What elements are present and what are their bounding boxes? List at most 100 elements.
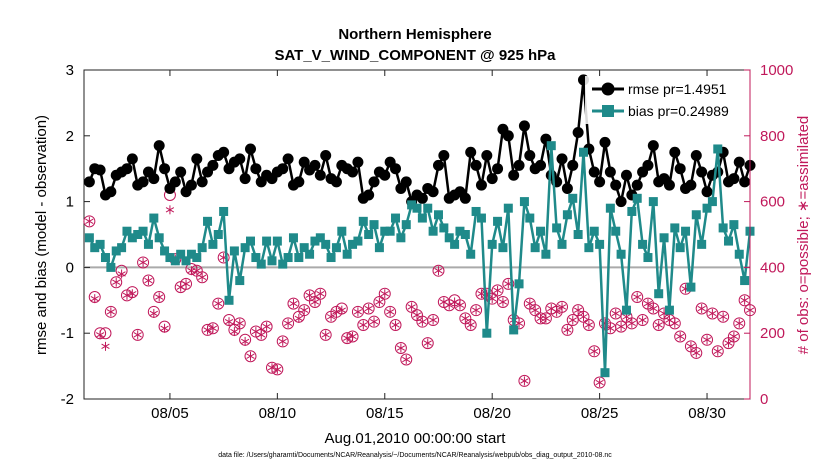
rmse-point xyxy=(416,192,428,204)
bias-point xyxy=(396,233,406,243)
legend-bias-marker xyxy=(602,105,614,117)
obs-possible-marker xyxy=(717,310,730,323)
rmse-point xyxy=(492,163,504,175)
obs-assimilated-stroke xyxy=(531,307,540,313)
rmse-point xyxy=(696,166,708,178)
rmse-point xyxy=(561,182,573,194)
obs-assimilated-stroke xyxy=(364,305,373,312)
y-axis-left-label: rmse and bias (model - observation) xyxy=(33,115,50,355)
obs-assimilated-marker xyxy=(396,343,406,353)
bias-point xyxy=(573,230,583,239)
obs-assimilated-marker xyxy=(713,346,722,356)
obs-assimilated-marker xyxy=(300,305,309,315)
rmse-point xyxy=(572,127,584,139)
obs-possible-marker xyxy=(308,295,321,308)
obs-assimilated-marker xyxy=(294,313,303,323)
rmse-point xyxy=(690,150,702,162)
obs-possible-marker xyxy=(727,330,740,343)
obs-assimilated-stroke xyxy=(676,333,685,340)
obs-possible-marker xyxy=(556,300,569,313)
rmse-point xyxy=(314,169,326,181)
rmse-point xyxy=(137,176,149,188)
obs-assimilated-marker xyxy=(101,341,110,351)
obs-assimilated-stroke xyxy=(203,327,212,333)
bias-point xyxy=(675,243,685,253)
bias-point xyxy=(552,223,562,233)
obs-assimilated-stroke xyxy=(735,320,744,327)
obs-assimilated-marker xyxy=(407,302,416,312)
bias-point xyxy=(240,243,250,253)
rmse-point xyxy=(175,166,187,178)
obs-assimilated-marker xyxy=(402,355,411,365)
rmse-point xyxy=(535,159,547,171)
obs-assimilated-marker xyxy=(337,305,346,315)
rmse-point xyxy=(83,176,95,188)
obs-assimilated-marker xyxy=(117,269,126,279)
bias-point xyxy=(380,226,390,236)
x-tick-label: 08/20 xyxy=(473,405,511,422)
obs-assimilated-marker xyxy=(326,312,336,322)
obs-assimilated-stroke xyxy=(724,340,733,346)
obs-possible-marker xyxy=(394,342,407,355)
bias-point xyxy=(95,239,105,249)
rmse-point xyxy=(185,179,197,191)
rmse-point xyxy=(481,150,493,162)
rmse-point xyxy=(239,173,251,185)
rmse-point xyxy=(126,153,138,165)
rmse-point xyxy=(508,169,520,181)
y-left-tick-label: 0 xyxy=(66,259,74,276)
obs-assimilated-stroke xyxy=(590,348,599,354)
obs-assimilated-stroke xyxy=(611,310,620,317)
obs-possible-marker xyxy=(733,317,746,330)
obs-assimilated-marker xyxy=(122,290,132,300)
obs-assimilated-stroke xyxy=(305,292,314,299)
obs-possible-marker xyxy=(609,307,622,320)
bias-point xyxy=(229,246,239,256)
bias-point xyxy=(589,226,599,236)
obs-assimilated-marker xyxy=(106,307,116,317)
rmse-point xyxy=(728,173,740,185)
bias-point xyxy=(605,203,615,213)
bias-point xyxy=(514,279,524,289)
rmse-point xyxy=(347,166,359,178)
obs-assimilated-marker xyxy=(144,276,153,286)
obs-possible-marker xyxy=(298,304,311,317)
obs-assimilated-stroke xyxy=(262,323,271,330)
obs-possible-marker xyxy=(518,374,531,387)
bias-point xyxy=(100,253,110,263)
bias-point xyxy=(197,243,207,253)
obs-assimilated-marker xyxy=(353,307,363,317)
obs-assimilated-stroke xyxy=(112,279,121,285)
bias-point xyxy=(455,226,465,236)
obs-possible-marker xyxy=(432,264,445,277)
obs-assimilated-marker xyxy=(208,323,218,333)
obs-assimilated-marker xyxy=(471,305,481,315)
bias-point xyxy=(272,236,282,246)
rmse-point xyxy=(379,169,391,181)
obs-assimilated-marker xyxy=(638,315,647,325)
legend-rmse-label: rmse pr=1.4951 xyxy=(628,81,727,97)
y-right-tick-label: 400 xyxy=(760,259,785,276)
bias-point xyxy=(450,239,460,249)
obs-assimilated-marker xyxy=(262,322,271,332)
obs-assimilated-marker xyxy=(654,320,663,330)
rmse-point xyxy=(556,153,568,165)
obs-assimilated-stroke xyxy=(670,320,679,327)
rmse-point xyxy=(459,192,471,204)
obs-possible-marker xyxy=(137,256,150,269)
obs-assimilated-stroke xyxy=(310,299,320,305)
bias-point xyxy=(256,259,266,269)
obs-possible-marker xyxy=(131,328,144,341)
rmse-point xyxy=(159,163,171,175)
bias-point xyxy=(143,239,153,249)
bias-point xyxy=(267,256,277,266)
bias-point xyxy=(407,200,417,210)
chart-title-line2: SAT_V_WIND_COMPONENT @ 925 hPa xyxy=(274,47,556,64)
obs-assimilated-stroke xyxy=(246,353,255,359)
rmse-point xyxy=(594,176,606,188)
bias-point xyxy=(616,249,626,259)
obs-assimilated-stroke xyxy=(633,294,642,300)
bias-point xyxy=(288,233,298,243)
obs-assimilated-stroke xyxy=(176,284,185,290)
bias-point xyxy=(724,236,734,246)
